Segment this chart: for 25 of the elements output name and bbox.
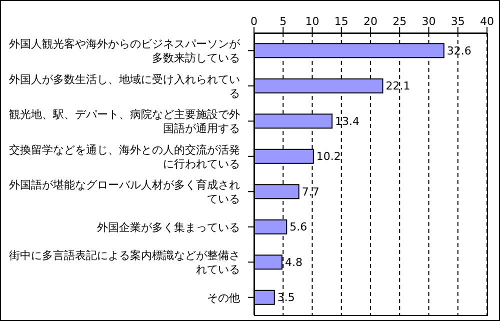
data-label: 7.7 (302, 185, 320, 198)
data-label: 10.2 (316, 150, 341, 164)
data-label: 3.5 (277, 291, 295, 304)
x-tick-label: 30 (422, 15, 436, 28)
x-tick-label: 20 (364, 15, 378, 28)
x-tick-label: 10 (305, 15, 320, 28)
x-tick-label: 35 (450, 15, 465, 28)
x-tick-label: 25 (392, 15, 407, 28)
data-label: 5.6 (290, 220, 308, 234)
y-tick-label: 観光地、駅、デパート、病院など主要施設で外国語が通用する (9, 108, 240, 135)
y-tick-label: 外国人観光客や海外からのビジネスパーソンが多数来訪している (9, 37, 241, 64)
y-tick-label: その他 (207, 290, 240, 304)
y-tick-label: 街中に多言語表記による案内標識などが整備されている (9, 248, 240, 276)
x-tick-label: 40 (480, 15, 494, 28)
y-tick-label: 交換留学などを通じ、海外との人的交流が活発に行われている (9, 142, 240, 170)
data-label: 4.8 (284, 256, 302, 269)
data-label: 32.6 (446, 44, 472, 58)
x-tick-label: 0 (250, 15, 258, 28)
x-tick-label: 15 (334, 15, 348, 28)
y-tick-label: 外国企業が多く集まっている (97, 220, 240, 234)
data-label: 13.4 (335, 114, 360, 128)
data-label: 22.1 (386, 80, 410, 93)
x-tick-label: 5 (280, 15, 287, 28)
y-tick-label: 外国語が堪能なグローバル人材が多く育成されている (9, 178, 240, 206)
y-tick-label: 外国人が多数生活し、地域に受け入れられている (9, 72, 240, 100)
